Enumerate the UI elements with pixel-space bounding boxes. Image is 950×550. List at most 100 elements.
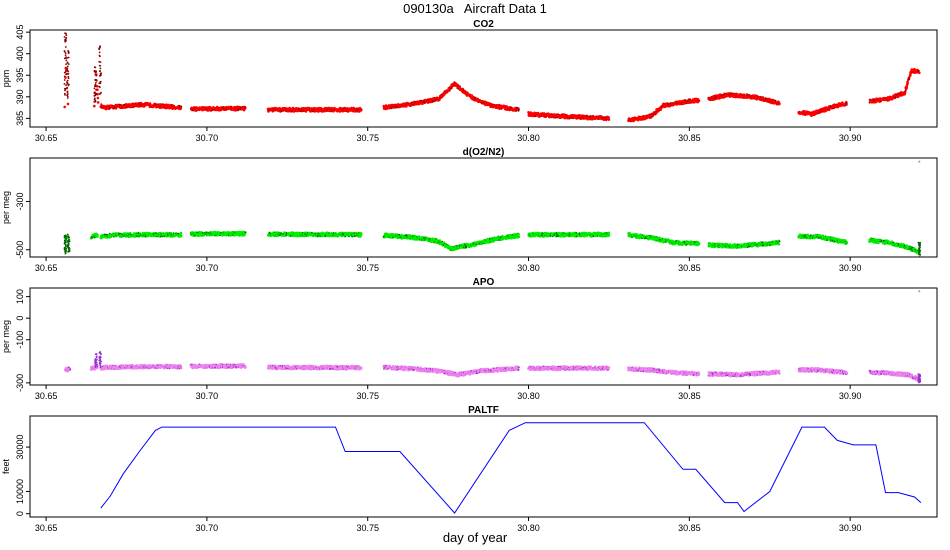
data-segment [627, 232, 701, 247]
data-point [63, 83, 66, 85]
data-segment [266, 106, 363, 113]
data-point [518, 108, 520, 111]
data-point [96, 88, 99, 91]
data-point [94, 83, 97, 86]
data-segment [868, 68, 921, 104]
data-point [64, 39, 67, 41]
data-point [592, 235, 595, 238]
data-point [607, 118, 611, 121]
plot-frame [29, 29, 938, 128]
data-point [98, 51, 101, 54]
data-point [93, 91, 96, 94]
data-point [63, 50, 66, 52]
data-point [63, 75, 66, 78]
data-point [360, 232, 363, 235]
data-segment [527, 231, 611, 238]
data-point [230, 106, 233, 108]
data-point [778, 102, 781, 105]
data-point [64, 46, 67, 48]
data-point [99, 86, 101, 88]
data-point [94, 78, 97, 81]
data-point [93, 70, 96, 73]
data-point [95, 88, 97, 91]
data-point [424, 102, 426, 105]
data-point [68, 83, 70, 86]
data-point [100, 91, 102, 94]
x-tick-label: 30.75 [356, 263, 379, 273]
x-tick-label: 30.65 [35, 133, 58, 143]
data-point [66, 97, 69, 99]
data-segment [99, 231, 183, 240]
data-point [65, 63, 67, 65]
x-tick-label: 30.85 [678, 263, 701, 273]
data-point [67, 70, 70, 73]
data-point [845, 102, 848, 105]
data-segment [707, 92, 781, 106]
data-point [906, 81, 909, 85]
data-point [66, 82, 69, 85]
data-point [66, 86, 68, 89]
data-point [66, 73, 69, 75]
x-tick-label: 30.90 [839, 263, 862, 273]
data-point [438, 239, 442, 242]
data-point [517, 233, 520, 236]
data-point [66, 79, 69, 82]
data-point [64, 87, 66, 90]
data-point [607, 233, 611, 237]
y-axis-label: ppm [1, 70, 11, 88]
data-segment [382, 232, 521, 252]
data-point [66, 94, 68, 97]
data-point [846, 104, 848, 106]
y-tick-label: -300 [15, 192, 25, 210]
y-tick-label: 395 [15, 68, 25, 83]
data-point [67, 56, 70, 59]
data-point [95, 92, 98, 95]
data-point [66, 62, 69, 64]
data-spike [93, 66, 98, 103]
data-point [95, 84, 99, 88]
data-point [64, 32, 66, 35]
data-point [658, 236, 661, 240]
data-point [360, 108, 363, 112]
data-point [65, 84, 67, 86]
data-point [180, 105, 183, 108]
data-point [607, 231, 610, 235]
x-tick-label: 30.85 [678, 133, 701, 143]
data-point [66, 65, 69, 68]
data-point [64, 89, 66, 92]
data-segment [189, 105, 247, 112]
data-point [212, 109, 214, 111]
data-point [93, 104, 96, 108]
data-segment [267, 231, 363, 238]
y-tick-label: 390 [15, 89, 25, 104]
x-tick-label: 30.90 [839, 133, 862, 143]
data-point [99, 93, 101, 95]
data-point [908, 77, 911, 80]
data-point [63, 36, 66, 38]
x-tick-label: 30.70 [196, 133, 219, 143]
data-segment [382, 81, 520, 112]
data-point [66, 102, 70, 106]
data-point [517, 235, 521, 239]
x-tick-label: 30.70 [196, 263, 219, 273]
data-point [64, 66, 68, 70]
data-point [99, 55, 101, 58]
panel-title: CO2 [473, 19, 494, 30]
data-point [100, 72, 102, 74]
data-segment [89, 232, 99, 240]
data-point [105, 107, 108, 111]
data-point [98, 82, 101, 85]
data-point [65, 34, 68, 37]
x-tick-label: 30.65 [35, 263, 58, 273]
data-point [95, 70, 97, 73]
data-point [64, 92, 66, 95]
x-tick-label: 30.80 [517, 133, 540, 143]
data-point [95, 74, 98, 77]
data-spike [98, 45, 102, 95]
y-tick-label: -500 [15, 241, 25, 259]
data-point [244, 106, 247, 109]
data-point [65, 73, 67, 76]
y-tick-label: 400 [15, 46, 25, 61]
y-axis-label: per meg [1, 191, 11, 224]
